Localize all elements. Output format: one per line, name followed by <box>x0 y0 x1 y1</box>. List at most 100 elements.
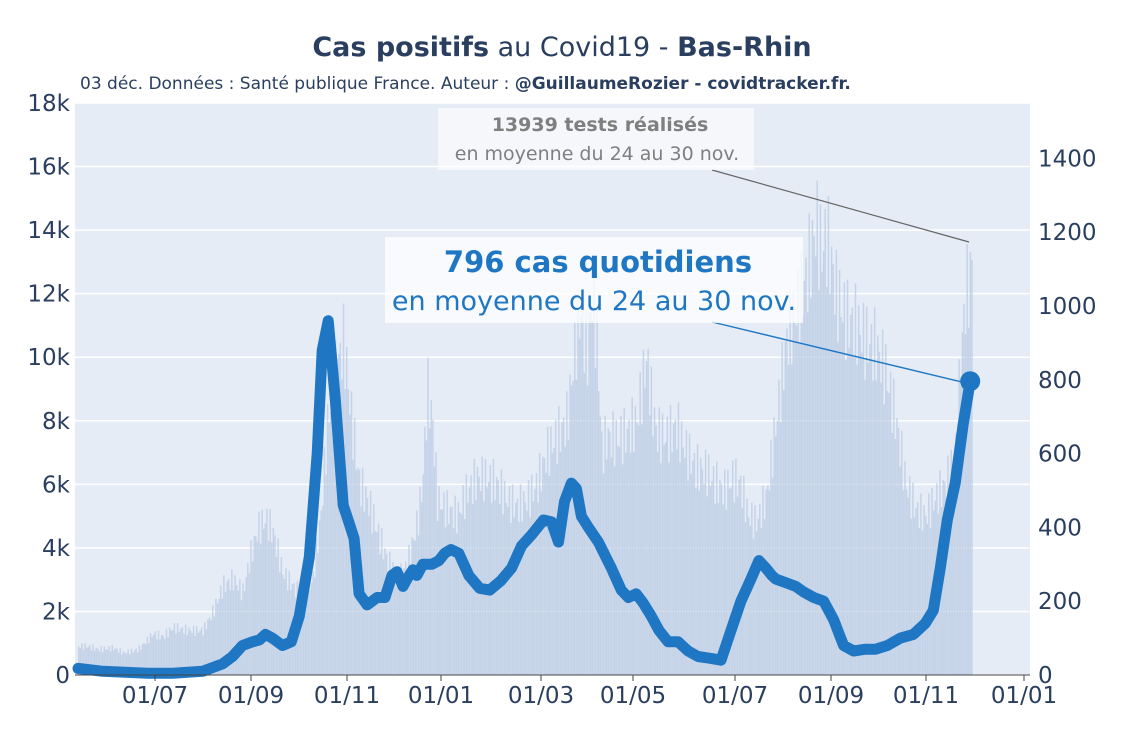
tests-bar <box>451 506 453 675</box>
tests-bar <box>113 650 115 675</box>
tests-bar <box>961 332 964 675</box>
tests-bar <box>585 309 587 675</box>
tests-bar <box>537 502 539 675</box>
tests-bar <box>931 487 933 675</box>
tests-bar <box>213 616 216 675</box>
tests-bar <box>727 469 729 675</box>
tests-bar <box>674 419 677 675</box>
tests-bar <box>392 561 394 675</box>
tests-bar <box>899 466 901 675</box>
tests-bar <box>448 524 450 675</box>
cases-annotation-box <box>385 237 803 323</box>
tests-bar <box>856 364 858 675</box>
tests-bar <box>452 528 455 675</box>
x-tick-label: 01/03 <box>508 683 574 709</box>
tests-bar <box>634 405 637 675</box>
tests-bar <box>127 649 129 675</box>
tests-bar <box>505 502 507 675</box>
tests-bar <box>685 430 688 675</box>
tests-bar <box>677 402 680 675</box>
tests-bar <box>784 341 787 675</box>
tests-bar <box>175 633 177 675</box>
tests-bar <box>668 462 670 675</box>
tests-bar <box>277 538 279 675</box>
tests-bar <box>896 418 898 675</box>
tests-bar <box>449 507 452 675</box>
tests-bar <box>515 502 517 675</box>
tests-bar <box>725 509 728 675</box>
tests-bar <box>333 418 335 675</box>
tests-bar <box>443 492 445 675</box>
tests-bar <box>546 426 549 675</box>
tests-bar <box>789 289 791 675</box>
tests-bar <box>211 605 214 675</box>
tests-bar <box>886 390 889 675</box>
tests-bar <box>857 305 860 675</box>
tests-bar <box>270 542 273 675</box>
tests-bar <box>736 496 739 675</box>
tests-bar <box>803 280 806 675</box>
tests-bar <box>790 364 793 675</box>
tests-bar <box>251 561 254 675</box>
tests-bar <box>912 482 914 675</box>
tests-bar <box>328 422 330 675</box>
tests-bar <box>841 322 844 675</box>
tests-bar <box>132 652 134 675</box>
x-tick-label: 01/07 <box>702 683 768 709</box>
tests-bar <box>902 490 905 675</box>
tests-annotation-line1: 13939 tests réalisés <box>492 114 709 136</box>
x-tick-label: 01/11 <box>893 683 959 709</box>
tests-bar <box>336 393 338 675</box>
tests-bar <box>626 428 629 675</box>
tests-bar <box>759 504 761 675</box>
x-tick-label: 01/09 <box>798 683 864 709</box>
tests-bar <box>454 495 456 675</box>
tests-bar <box>676 449 678 675</box>
tests-bar <box>93 650 96 675</box>
y-left-tick-label: 4k <box>42 536 71 562</box>
tests-bar <box>224 591 227 675</box>
tests-bar <box>779 421 782 675</box>
tests-bar <box>95 647 98 675</box>
tests-bar <box>708 454 710 675</box>
tests-bar <box>129 654 131 675</box>
tests-bar <box>243 591 246 675</box>
tests-bar <box>798 344 801 675</box>
tests-bar <box>757 518 759 675</box>
tests-bar <box>775 436 777 675</box>
tests-bar <box>459 512 461 675</box>
tests-bar <box>908 476 911 675</box>
tests-bar <box>739 475 742 675</box>
tests-bar <box>119 648 121 675</box>
tests-bar <box>966 244 968 675</box>
tests-bar <box>390 579 393 675</box>
tests-bar <box>572 380 574 675</box>
tests-bar <box>794 321 796 675</box>
tests-bar <box>105 649 107 675</box>
tests-bar <box>840 316 842 675</box>
tests-bar <box>306 601 308 675</box>
tests-bar <box>913 517 916 675</box>
y-left-tick-label: 8k <box>42 409 71 435</box>
tests-bar <box>382 559 385 675</box>
tests-bar <box>644 387 646 675</box>
tests-bar <box>502 514 504 675</box>
tests-bar <box>826 287 828 675</box>
tests-bar <box>711 481 713 675</box>
tests-bar <box>301 597 303 675</box>
tests-bar <box>551 452 554 675</box>
x-tick-label: 01/05 <box>600 683 666 709</box>
y-left-tick-label: 18k <box>27 91 70 117</box>
tests-bar <box>615 419 618 675</box>
tests-bar <box>314 577 316 675</box>
tests-bar <box>398 588 401 675</box>
tests-bar <box>106 649 109 675</box>
tests-bar <box>138 645 141 675</box>
y-axis-right: 0 200 400 600 800 1000 1200 1400 <box>1038 146 1097 689</box>
tests-bar <box>146 636 149 675</box>
tests-bar <box>235 585 238 675</box>
tests-bar <box>310 583 313 675</box>
tests-bar <box>331 370 334 675</box>
tests-bar <box>101 652 104 675</box>
tests-bar <box>960 385 962 675</box>
